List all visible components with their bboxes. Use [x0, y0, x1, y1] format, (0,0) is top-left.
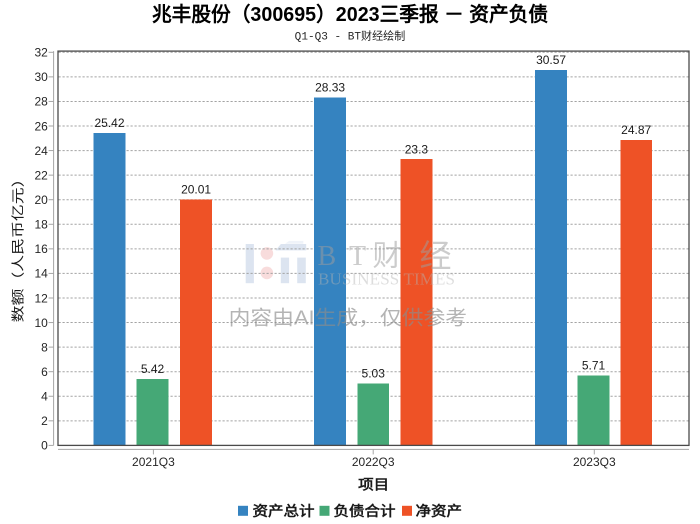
svg-text:23.3: 23.3 — [405, 142, 429, 156]
svg-text:兆丰股份（300695）2023三季报 － 资产负债: 兆丰股份（300695）2023三季报 － 资产负债 — [152, 2, 548, 26]
svg-text:资产总计: 资产总计 — [253, 503, 315, 519]
svg-text:20.01: 20.01 — [181, 183, 211, 197]
svg-text:28.33: 28.33 — [315, 80, 345, 94]
svg-text:2023Q3: 2023Q3 — [573, 455, 616, 469]
svg-text:0: 0 — [41, 439, 48, 453]
svg-text:2022Q3: 2022Q3 — [352, 455, 395, 469]
svg-text:5.71: 5.71 — [582, 358, 606, 372]
svg-text:BUSINESS TIMES: BUSINESS TIMES — [318, 270, 455, 289]
svg-text:Q1-Q3 - BT财经绘制: Q1-Q3 - BT财经绘制 — [295, 29, 406, 44]
svg-text:6: 6 — [41, 365, 48, 379]
svg-text:25.42: 25.42 — [94, 116, 124, 130]
svg-text:28: 28 — [34, 95, 48, 109]
svg-text:数额（人民币亿元）: 数额（人民币亿元） — [11, 170, 26, 322]
svg-text:30: 30 — [34, 70, 48, 84]
svg-text:2: 2 — [41, 414, 48, 428]
svg-text:14: 14 — [34, 267, 48, 281]
svg-text:24: 24 — [34, 144, 48, 158]
svg-text:2021Q3: 2021Q3 — [132, 455, 175, 469]
svg-text:4: 4 — [41, 390, 48, 404]
svg-text:12: 12 — [34, 291, 48, 305]
svg-text:项目: 项目 — [358, 476, 389, 492]
svg-text:负债合计: 负债合计 — [334, 503, 396, 519]
svg-text:5.03: 5.03 — [362, 367, 386, 381]
svg-text:财: 财 — [373, 240, 402, 273]
svg-text:B: B — [318, 241, 337, 272]
svg-text:24.87: 24.87 — [621, 123, 651, 137]
svg-text:16: 16 — [34, 242, 48, 256]
svg-text:5.42: 5.42 — [141, 362, 165, 376]
svg-text:20: 20 — [34, 193, 48, 207]
svg-text:经: 经 — [420, 238, 452, 274]
svg-text:内容由AI生成，仅供参考: 内容由AI生成，仅供参考 — [229, 307, 468, 330]
svg-text:净资产: 净资产 — [416, 503, 463, 519]
svg-text:26: 26 — [34, 119, 48, 133]
svg-text:22: 22 — [34, 168, 48, 182]
svg-text:30.57: 30.57 — [536, 53, 566, 67]
svg-text:T: T — [349, 241, 366, 272]
svg-text:32: 32 — [34, 46, 48, 60]
svg-text:18: 18 — [34, 218, 48, 232]
svg-text:8: 8 — [41, 340, 48, 354]
svg-text:10: 10 — [34, 316, 48, 330]
